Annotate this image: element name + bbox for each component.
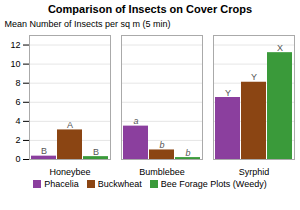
svg-text:b: b <box>185 148 190 158</box>
html-text:Bee Forage Plots (Weedy): Bee Forage Plots (Weedy) <box>160 179 267 189</box>
html-text:Buckwheat: Buckwheat <box>97 179 142 189</box>
svg-text:Bumblebee: Bumblebee <box>139 167 185 177</box>
svg-text:B: B <box>41 146 47 156</box>
svg-text:4: 4 <box>15 116 20 126</box>
html-text:Comparison of Insects on Cover: Comparison of Insects on Cover Crops <box>47 3 253 15</box>
svg-text:8: 8 <box>15 78 20 88</box>
svg-text:a: a <box>133 116 138 126</box>
svg-text:Honeybee: Honeybee <box>49 167 90 177</box>
svg-text:Syrphid: Syrphid <box>239 167 270 177</box>
svg-text:0: 0 <box>15 154 20 164</box>
svg-text:b: b <box>159 140 164 150</box>
svg-text:Y: Y <box>225 88 231 98</box>
svg-text:A: A <box>67 120 73 130</box>
svg-text:10: 10 <box>10 59 20 69</box>
svg-text:6: 6 <box>15 97 20 107</box>
svg-text:12: 12 <box>10 40 20 50</box>
svg-text:X: X <box>277 43 283 53</box>
svg-text:B: B <box>93 147 99 157</box>
svg-text:2: 2 <box>15 135 20 145</box>
html-text:Phacelia: Phacelia <box>44 179 79 189</box>
svg-text:Y: Y <box>251 72 257 82</box>
svg-text:Mean Number of Insects per sq: Mean Number of Insects per sq m (5 min) <box>5 19 171 29</box>
